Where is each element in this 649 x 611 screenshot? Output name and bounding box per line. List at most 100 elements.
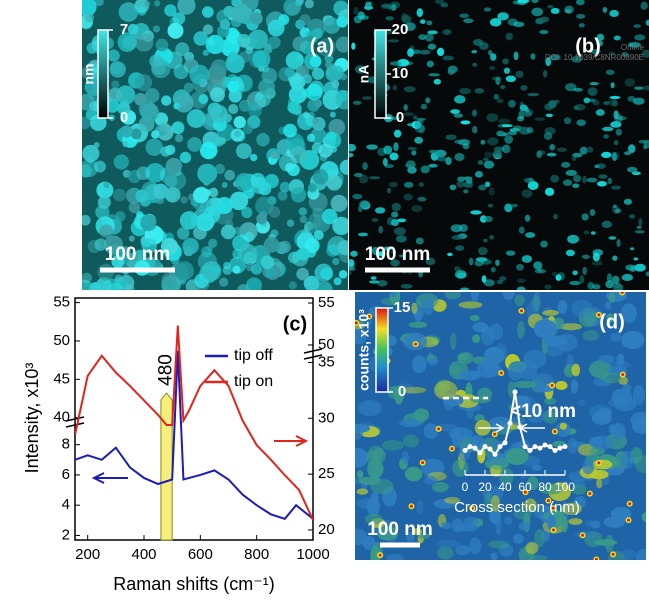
spot [505,32,513,41]
hot-spot [628,502,632,506]
spot [349,271,352,276]
spot [452,459,469,477]
spot [386,187,392,194]
spot [539,29,549,35]
spot [553,99,560,104]
spot [581,254,590,260]
spot [487,203,494,208]
spot [553,213,558,220]
grain [298,207,308,216]
hot-spot [588,492,592,496]
spot [418,182,425,187]
spot [595,109,605,116]
spot [488,416,512,431]
inset-point [562,444,568,450]
x-tick-label: 800 [244,546,269,563]
spot [603,101,610,105]
grain [141,238,157,254]
hot-spot [520,309,524,313]
spot [463,181,474,188]
grain [214,163,226,175]
spot [571,483,587,495]
spot [349,152,354,158]
spot [493,93,500,100]
spot [353,15,362,24]
spot [540,240,548,248]
spot [555,274,562,281]
hot-spot [493,432,497,436]
grain [134,33,154,52]
grain [86,42,98,54]
spot [555,380,568,390]
grain [286,219,295,227]
grain [251,263,263,275]
spot [629,214,636,219]
inset-point [502,440,508,446]
spot [420,103,428,110]
grain [289,74,306,91]
colorbar-tick-label: 20 [392,21,409,38]
hot-spot [546,499,550,503]
spot [596,478,603,489]
spot [414,408,430,422]
spot [391,202,401,212]
spot [634,86,644,90]
grain [152,25,161,33]
grain [300,229,312,242]
spot [382,158,388,167]
spot [484,215,493,223]
y-tick-label: 55 [318,294,335,311]
grain [193,31,209,46]
spot [389,1,401,9]
spot [571,155,577,161]
grain [179,151,192,164]
spot [610,152,620,161]
grain [180,196,188,204]
spot [407,123,415,127]
spot [600,372,623,384]
panel-label: (a) [310,35,334,57]
spot [484,346,505,365]
spot [403,104,408,111]
scale-bar-label: 100 nm [105,244,170,265]
spot [454,95,466,104]
hot-spot [409,504,413,508]
spot [606,313,615,323]
y-tick-label: 55 [53,294,70,311]
grain [183,82,194,93]
spot [427,43,437,50]
grain [127,23,139,35]
grain [219,19,231,30]
grain [91,283,101,290]
grain [201,261,222,282]
spot [570,480,586,487]
grain [306,133,316,142]
grain [135,74,153,92]
grain [174,261,194,281]
grain [283,123,297,138]
grain [136,211,144,219]
grain [329,111,336,118]
grain [117,102,131,115]
spot [425,97,431,104]
spot [424,33,434,42]
grain [179,211,199,230]
spot [359,200,370,208]
inset-point [507,420,513,426]
spot [536,150,543,158]
grain [99,224,114,239]
grain [234,172,254,192]
spot [596,40,604,47]
spot [353,6,359,15]
grain [174,134,184,143]
grain [212,266,221,275]
spot [474,88,485,94]
spot [352,100,362,105]
spot [447,252,453,257]
spot [517,0,530,3]
spot [544,187,555,197]
spot [523,110,533,117]
spot [608,292,616,303]
grain [215,197,233,215]
spot [483,279,495,287]
